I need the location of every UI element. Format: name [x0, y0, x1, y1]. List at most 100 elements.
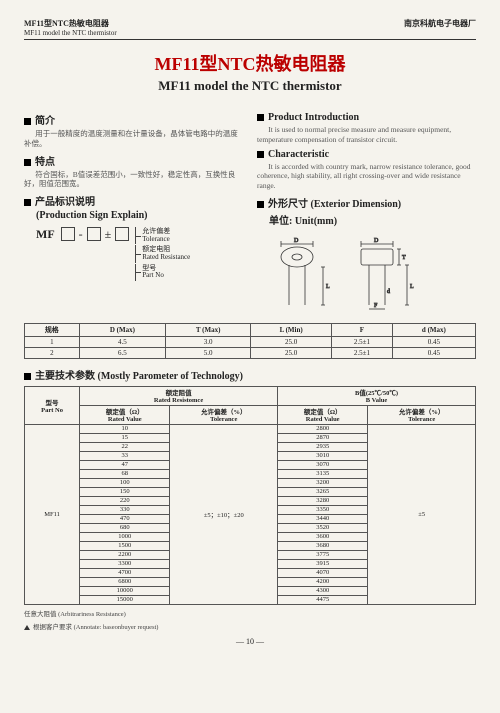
- rated-value-cell: 33: [80, 451, 170, 460]
- char-body-en: It is accorded with country mark, narrow…: [257, 162, 476, 191]
- intro-heading-en: Product Introduction: [257, 112, 476, 123]
- b-value-cell: 2800: [278, 424, 368, 433]
- table-row: MF1110±5；±10；±202800±5: [25, 424, 476, 433]
- table-cell: 4.5: [79, 336, 166, 347]
- b-value-cell: 2870: [278, 433, 368, 442]
- b-value-cell: 3915: [278, 559, 368, 568]
- b-value-cell: 3200: [278, 478, 368, 487]
- header-left-cn: MF11型NTC热敏电阻器: [24, 18, 117, 29]
- feature-body-cn: 符合国标，B值误差范围小，一致性好，稳定性高，互换性良好，阻值范围宽。: [24, 170, 243, 190]
- rated-value-cell: 10: [80, 424, 170, 433]
- col-bvalue: B值(25℃/50℃)B Value: [278, 386, 476, 405]
- rated-value-cell: 3300: [80, 559, 170, 568]
- table-header-cell: d (Max): [392, 323, 475, 336]
- svg-text:F: F: [374, 303, 378, 309]
- b-value-cell: 4475: [278, 595, 368, 604]
- sign-box-3: [115, 227, 129, 241]
- rated-value-cell: 15: [80, 433, 170, 442]
- header-left: MF11型NTC热敏电阻器 MF11 model the NTC thermis…: [24, 18, 117, 37]
- table-cell: 3.0: [166, 336, 251, 347]
- exterior-dimension-drawing: D L D T F L d: [257, 233, 476, 315]
- rated-value-cell: 22: [80, 442, 170, 451]
- b-value-cell: 3135: [278, 469, 368, 478]
- sign-pm: ±: [105, 227, 112, 242]
- b-value-cell: 3440: [278, 514, 368, 523]
- b-value-cell: 3680: [278, 541, 368, 550]
- rated-value-cell: 2200: [80, 550, 170, 559]
- title-cn: MF11型NTC热敏电阻器: [24, 50, 476, 76]
- two-column-intro: 简介 用于一般精度的温度测量和在计量设备，晶体管电路中的温度补偿。 特点 符合国…: [24, 108, 476, 315]
- rated-value-cell: 1500: [80, 541, 170, 550]
- table-cell: 2.5±1: [332, 347, 393, 358]
- rated-value-cell: 68: [80, 469, 170, 478]
- svg-text:D: D: [374, 238, 379, 244]
- rated-value-cell: 10000: [80, 586, 170, 595]
- right-column: Product Introduction It is used to norma…: [257, 108, 476, 315]
- b-value-cell: 4070: [278, 568, 368, 577]
- header-left-en: MF11 model the NTC thermistor: [24, 29, 117, 37]
- sign-dash: -: [79, 227, 83, 242]
- sub-rated-val: 额定值（Ω）Rated Value: [80, 405, 170, 424]
- table-header-cell: F: [332, 323, 393, 336]
- table-cell: 0.45: [392, 347, 475, 358]
- table-header-row: 型号Part No 额定阻值Rated Resistomce B值(25℃/50…: [25, 386, 476, 405]
- table-cell: 1: [25, 336, 80, 347]
- rated-value-cell: 470: [80, 514, 170, 523]
- sub-b-val: 额定值（Ω）Rated Value: [278, 405, 368, 424]
- sub-b-tol: 允许偏差（%）Tolerance: [368, 405, 476, 424]
- b-value-cell: 2935: [278, 442, 368, 451]
- table-header-row: 规格D (Max)T (Max)L (Min)Fd (Max): [25, 323, 476, 336]
- feature-heading-cn: 特点: [24, 153, 243, 168]
- b-value-cell: 3070: [278, 460, 368, 469]
- sign-legend: 允许偏差 Tolerance 额定电阻 Rated Resistance 型号 …: [135, 227, 190, 282]
- svg-text:L: L: [326, 284, 330, 290]
- b-value-cell: 3600: [278, 532, 368, 541]
- b-value-cell: 3280: [278, 496, 368, 505]
- svg-text:T: T: [402, 255, 406, 261]
- col-partno: 型号Part No: [25, 386, 80, 424]
- sign-box-1: [61, 227, 75, 241]
- footnote-1: 任意大阻值 (Arbitrariness Resistance): [24, 608, 476, 618]
- sub-rated-tol: 允许偏差（%）Tolerance: [170, 405, 278, 424]
- col-rated: 额定阻值Rated Resistomce: [80, 386, 278, 405]
- rated-value-cell: 47: [80, 460, 170, 469]
- spec-table: 规格D (Max)T (Max)L (Min)Fd (Max) 14.53.02…: [24, 323, 476, 359]
- table-cell: 2.5±1: [332, 336, 393, 347]
- table-row: 14.53.025.02.5±10.45: [25, 336, 476, 347]
- rated-value-cell: 4700: [80, 568, 170, 577]
- ext-dim-heading: 外形尺寸 (Exterior Dimension): [257, 195, 476, 210]
- title-en: MF11 model the NTC thermistor: [24, 78, 476, 94]
- table-cell: 25.0: [251, 336, 332, 347]
- main-params-heading: 主要技术参数 (Mostly Parometer of Technology): [24, 367, 476, 382]
- table-cell: 0.45: [392, 336, 475, 347]
- b-value-cell: 3350: [278, 505, 368, 514]
- b-value-cell: 4300: [278, 586, 368, 595]
- intro-body-cn: 用于一般精度的温度测量和在计量设备，晶体管电路中的温度补偿。: [24, 129, 243, 149]
- page-number: — 10 —: [24, 637, 476, 646]
- rated-value-cell: 6800: [80, 577, 170, 586]
- partno-cell: MF11: [25, 424, 80, 604]
- svg-text:L: L: [410, 284, 414, 290]
- rated-value-cell: 100: [80, 478, 170, 487]
- sign-heading-en: (Production Sign Explain): [36, 210, 243, 221]
- production-sign-diagram: MF - ± 允许偏差 Tolerance 额定电阻 Rated Resista…: [24, 227, 243, 282]
- table-header-cell: 规格: [25, 323, 80, 336]
- sign-heading: 产品标识说明: [24, 193, 243, 208]
- rated-value-cell: 15000: [80, 595, 170, 604]
- sign-box-2: [87, 227, 101, 241]
- svg-text:D: D: [294, 238, 299, 244]
- b-value-cell: 4200: [278, 577, 368, 586]
- rated-value-cell: 220: [80, 496, 170, 505]
- left-column: 简介 用于一般精度的温度测量和在计量设备，晶体管电路中的温度补偿。 特点 符合国…: [24, 108, 243, 315]
- footnote-2: 根据客户要求 (Annotate: baseonbuyer request): [24, 621, 476, 631]
- title-block: MF11型NTC热敏电阻器 MF11 model the NTC thermis…: [24, 50, 476, 94]
- legend-row: 型号 Part No: [135, 264, 190, 281]
- b-value-cell: 3265: [278, 487, 368, 496]
- table-header-cell: D (Max): [79, 323, 166, 336]
- svg-text:d: d: [387, 289, 390, 295]
- char-heading-en: Characteristic: [257, 149, 476, 160]
- table-header-cell: L (Min): [251, 323, 332, 336]
- sign-prefix: MF: [36, 227, 55, 242]
- b-value-cell: 3520: [278, 523, 368, 532]
- table-cell: 5.0: [166, 347, 251, 358]
